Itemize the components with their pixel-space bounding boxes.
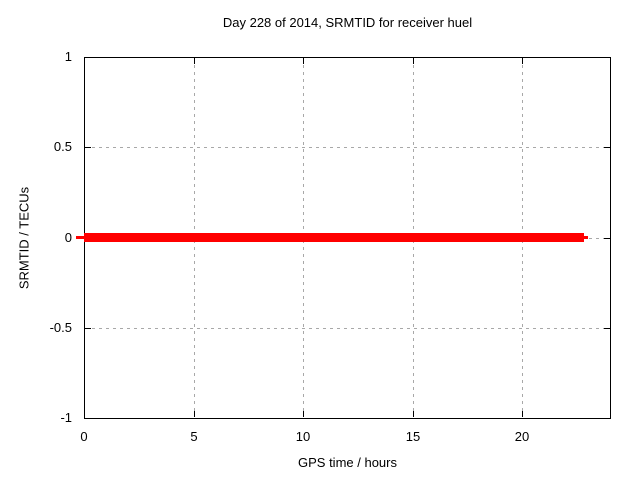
x-tick-mark-top — [413, 58, 414, 64]
y-tick-label: -1 — [60, 410, 72, 425]
y-tick-mark-left — [85, 57, 91, 58]
x-tick-mark-bottom — [194, 411, 195, 417]
y-tick-mark-left — [85, 147, 91, 148]
x-tick-mark-bottom — [522, 411, 523, 417]
x-tick-label: 5 — [190, 429, 198, 444]
x-tick-mark-top — [84, 58, 85, 64]
chart-title: Day 228 of 2014, SRMTID for receiver hue… — [222, 15, 473, 30]
y-tick-mark-right — [604, 238, 610, 239]
y-gridline — [85, 328, 609, 329]
x-tick-mark-bottom — [84, 411, 85, 417]
y-tick-mark-left — [85, 418, 91, 419]
y-tick-mark-right — [604, 147, 610, 148]
data-series-right-cap — [584, 236, 588, 239]
x-tick-mark-top — [194, 58, 195, 64]
y-tick-mark-left — [85, 328, 91, 329]
x-tick-label: 10 — [295, 429, 311, 444]
x-tick-label: 0 — [80, 429, 88, 444]
x-tick-mark-top — [303, 58, 304, 64]
x-tick-mark-top — [522, 58, 523, 64]
data-series-line — [84, 233, 584, 242]
y-gridline — [85, 147, 609, 148]
y-tick-label: 0.5 — [53, 139, 72, 154]
y-tick-label: 0 — [64, 230, 72, 245]
y-tick-mark-right — [604, 418, 610, 419]
y-tick-mark-right — [604, 328, 610, 329]
x-tick-mark-bottom — [303, 411, 304, 417]
y-tick-label: 1 — [64, 49, 72, 64]
y-tick-mark-right — [604, 57, 610, 58]
x-tick-mark-bottom — [413, 411, 414, 417]
x-tick-label: 20 — [514, 429, 530, 444]
y-tick-label: -0.5 — [49, 320, 72, 335]
x-tick-label: 15 — [405, 429, 421, 444]
x-axis-label: GPS time / hours — [298, 455, 397, 470]
data-series-left-cap — [76, 236, 84, 239]
